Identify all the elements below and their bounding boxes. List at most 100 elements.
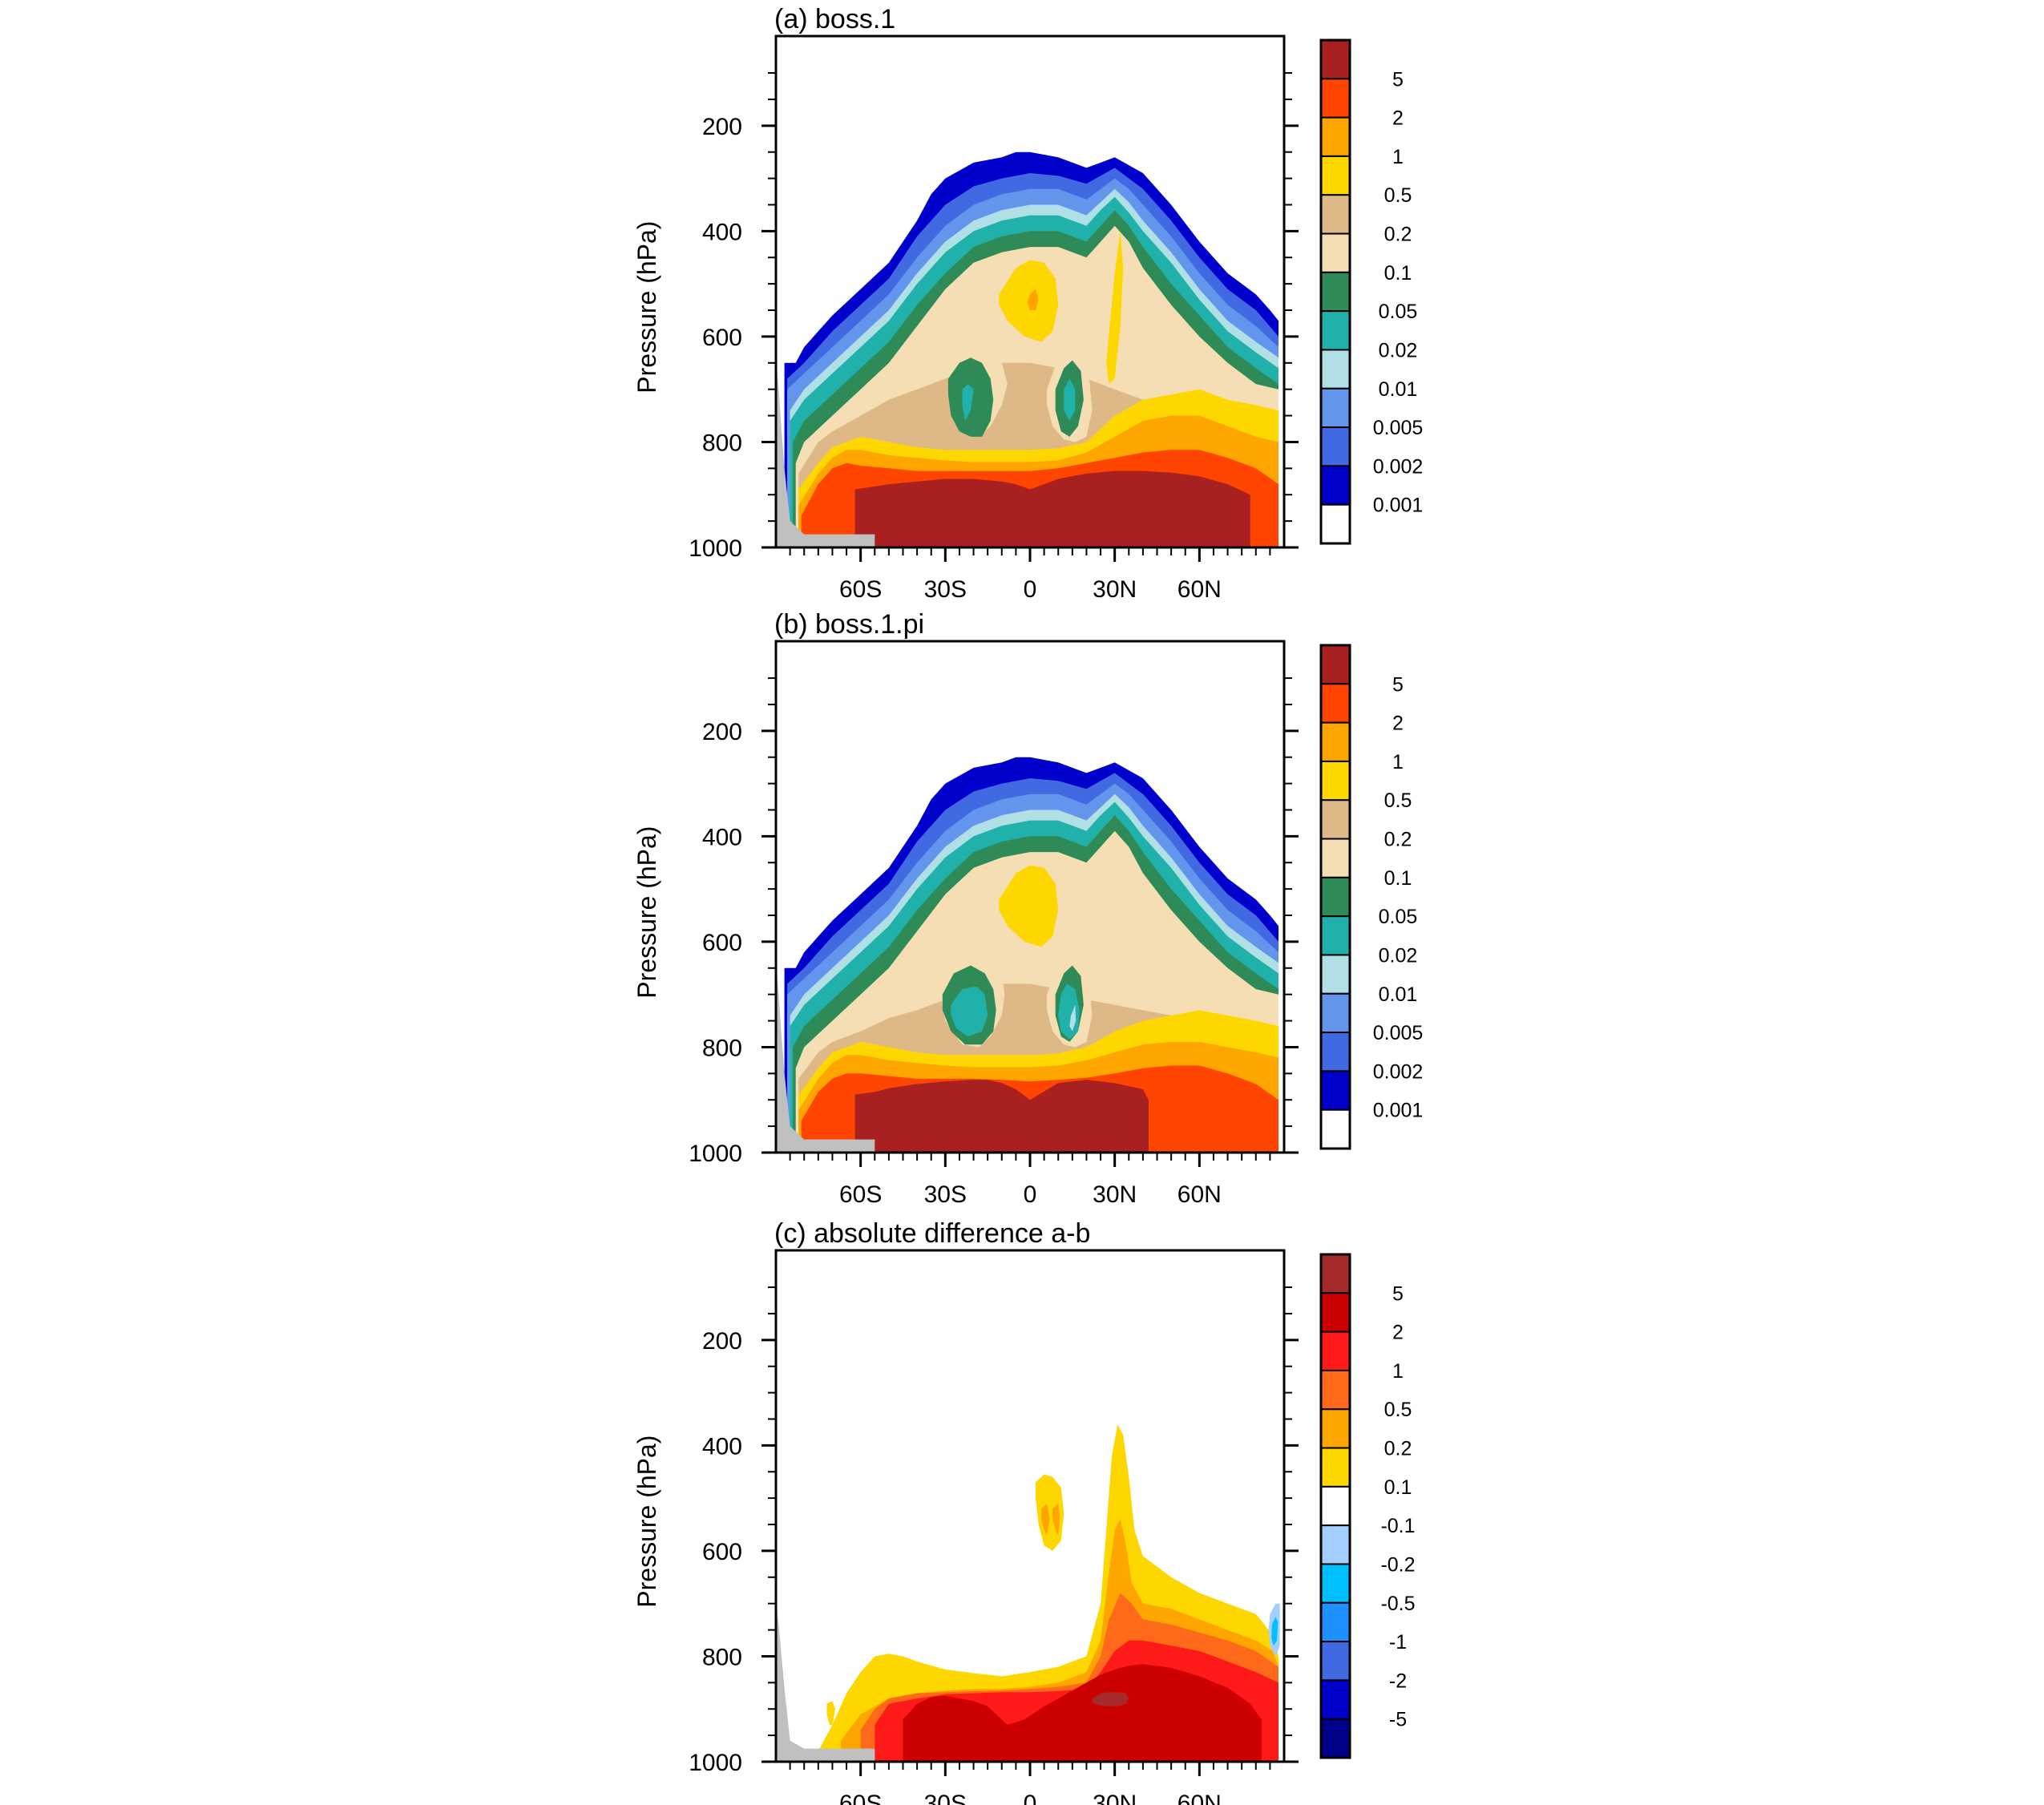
x-tick-label: 60N <box>1178 1181 1222 1208</box>
x-tick-label: 60S <box>839 1791 882 1805</box>
colorbar-swatch <box>1320 1447 1351 1488</box>
y-axis-label: Pressure (hPa) <box>632 1436 661 1608</box>
colorbar-label: 0.5 <box>1384 789 1412 812</box>
colorbar-label: -0.5 <box>1380 1593 1415 1615</box>
colorbar-label: -0.2 <box>1380 1553 1415 1576</box>
colorbar-frame <box>1319 1253 1351 1759</box>
colorbar-swatch <box>1320 232 1351 273</box>
contour-fill-5 <box>854 470 1250 547</box>
colorbar-label: 0.002 <box>1373 1060 1424 1083</box>
colorbar-swatch <box>1320 760 1351 802</box>
x-tick-label: 0 <box>1024 1181 1037 1208</box>
colorbar-label: 0.05 <box>1379 301 1418 323</box>
colorbar-swatch <box>1320 349 1351 390</box>
y-tick-label: 800 <box>702 1644 742 1670</box>
panel-3: (c) absolute difference a-b 200 400 600 800 1… <box>632 1218 1416 1805</box>
y-tick-label: 400 <box>702 219 742 245</box>
colorbar-label: 0.01 <box>1379 378 1418 401</box>
colorbar-swatch <box>1320 1718 1351 1759</box>
colorbar-label: 0.001 <box>1373 1100 1424 1122</box>
colorbar-label: 0.1 <box>1384 262 1412 285</box>
colorbar-swatch <box>1320 876 1351 918</box>
colorbar-label: 1 <box>1392 751 1404 773</box>
colorbar-swatch <box>1320 1108 1351 1149</box>
colorbar-swatch <box>1320 1641 1351 1682</box>
low-region-0p05 <box>1064 378 1076 422</box>
colorbar-label: 5 <box>1392 68 1404 91</box>
colorbar-swatch <box>1320 78 1351 119</box>
colorbar: 5 2 1 0.5 0.2 0.1 0.05 0.02 0.01 0.005 0.002 0.001 <box>1319 644 1424 1150</box>
y-axis-label: Pressure (hPa) <box>632 826 661 999</box>
y-axis: 200 400 600 800 1000 <box>689 677 1299 1167</box>
colorbar-swatch <box>1320 992 1351 1034</box>
colorbar-swatch <box>1320 116 1351 157</box>
colorbar-swatch <box>1320 1601 1351 1643</box>
x-tick-label: 0 <box>1024 576 1037 603</box>
high-region-0p2 <box>1052 1503 1060 1536</box>
y-axis: 200 400 600 800 1000 <box>689 72 1299 562</box>
panel-title: (b) boss.1.pi <box>774 609 924 640</box>
colorbar-swatch <box>1320 39 1351 80</box>
x-axis: 60S 30S 0 30N 60N <box>789 1762 1271 1805</box>
colorbar-label: 0.02 <box>1379 339 1418 361</box>
colorbar-swatch <box>1320 838 1351 878</box>
colorbar-swatch <box>1320 1070 1351 1111</box>
colorbar-swatch <box>1320 1292 1351 1333</box>
low-region-0p05 <box>962 384 974 422</box>
x-tick-label: 60N <box>1178 1791 1222 1805</box>
y-tick-label: 600 <box>702 930 742 956</box>
missing-data-mask <box>776 963 875 1153</box>
colorbar-swatch <box>1320 1524 1351 1565</box>
colorbar-label: 5 <box>1392 1282 1404 1305</box>
colorbar-swatch <box>1320 426 1351 467</box>
colorbar-frame <box>1319 644 1351 1150</box>
colorbar-label: -2 <box>1389 1670 1407 1692</box>
y-tick-label: 1000 <box>689 1141 742 1167</box>
colorbar-label: 0.2 <box>1384 224 1412 246</box>
x-axis: 60S 30S 0 30N 60N <box>789 1153 1271 1208</box>
colorbar-label: 0.1 <box>1384 867 1412 890</box>
high-region-5 <box>1092 1692 1129 1706</box>
colorbar-label: -5 <box>1389 1709 1407 1731</box>
missing-data-mask <box>776 1603 875 1762</box>
colorbar-swatch <box>1320 1563 1351 1604</box>
colorbar-label: 0.05 <box>1379 906 1418 928</box>
y-tick-label: 400 <box>702 1433 742 1460</box>
colorbar-swatch <box>1320 1032 1351 1072</box>
colorbar-swatch <box>1320 1254 1351 1294</box>
colorbar-swatch <box>1320 1331 1351 1371</box>
panel-title: (a) boss.1 <box>774 4 895 34</box>
colorbar-label: 0.01 <box>1379 983 1418 1006</box>
colorbar-swatch <box>1320 721 1351 762</box>
colorbar-label: 2 <box>1392 713 1404 735</box>
y-tick-label: 800 <box>702 1035 742 1061</box>
x-tick-label: 30S <box>924 1181 967 1208</box>
colorbar-swatch <box>1320 503 1351 545</box>
colorbar-label: 0.2 <box>1384 1438 1412 1460</box>
y-tick-label: 600 <box>702 325 742 351</box>
high-region-0p1 <box>826 1701 835 1725</box>
colorbar-swatch <box>1320 1485 1351 1527</box>
colorbar-swatch <box>1320 954 1351 995</box>
colorbar-swatch <box>1320 155 1351 196</box>
x-tick-label: 30N <box>1093 1181 1137 1208</box>
colorbar-label: 1 <box>1392 1360 1404 1383</box>
colorbar-swatch <box>1320 1679 1351 1720</box>
colorbar-label: -1 <box>1389 1631 1407 1654</box>
low-region-0p05 <box>951 986 988 1037</box>
high-region-1 <box>1106 231 1124 385</box>
high-region-1 <box>999 865 1059 947</box>
colorbar-swatch <box>1320 194 1351 235</box>
colorbar-label: 0.1 <box>1384 1476 1412 1499</box>
high-region-0p2 <box>1041 1503 1050 1536</box>
colorbar-swatch <box>1320 387 1351 429</box>
colorbar-swatch <box>1320 1369 1351 1411</box>
y-tick-label: 600 <box>702 1539 742 1565</box>
y-axis: 200 400 600 800 1000 <box>689 1286 1299 1776</box>
contour-fills <box>776 151 1279 547</box>
contour-fill-2 <box>903 1664 1262 1762</box>
colorbar-label: 0.2 <box>1384 829 1412 851</box>
y-tick-label: 1000 <box>689 535 742 562</box>
contour-fill-5 <box>854 1080 1149 1153</box>
